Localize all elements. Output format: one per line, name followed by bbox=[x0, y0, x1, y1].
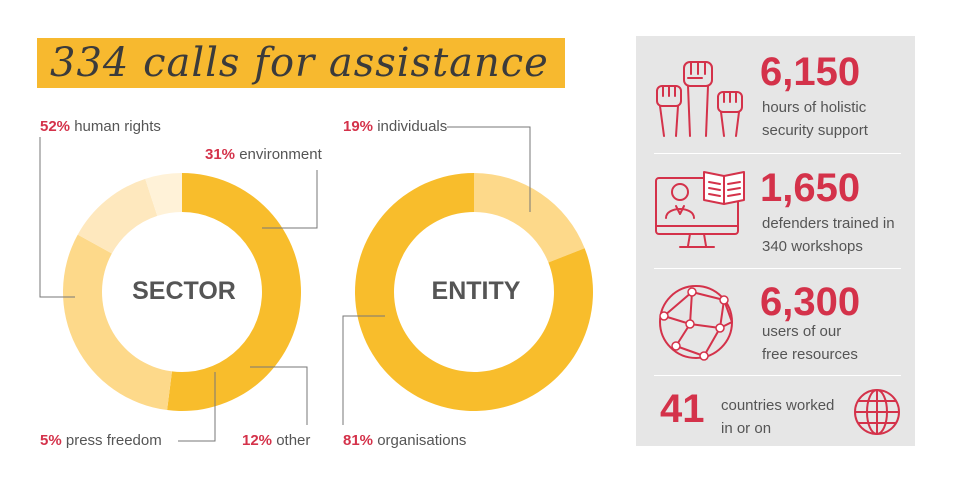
network-globe-icon bbox=[659, 285, 733, 361]
leader-line-press-freedom bbox=[178, 372, 216, 442]
stat-description: countries worked in or on bbox=[721, 394, 834, 440]
entity-donut bbox=[354, 173, 593, 412]
divider bbox=[654, 268, 901, 269]
sector-center-label: SECTOR bbox=[132, 277, 236, 305]
donut-slice-human-rights bbox=[167, 173, 301, 411]
stats-panel bbox=[636, 36, 915, 446]
label-organisations: 81% organisations bbox=[343, 432, 466, 449]
leader-line-other bbox=[250, 366, 308, 425]
label-pct: 5% bbox=[40, 432, 62, 449]
stat-number: 6,300 bbox=[760, 280, 861, 324]
stat-line: countries worked bbox=[721, 397, 835, 414]
stat-line: users of our bbox=[762, 323, 842, 340]
stat-line: free resources bbox=[762, 346, 858, 363]
sector-donut bbox=[62, 173, 301, 411]
stat-description: users of our free resources bbox=[762, 320, 858, 366]
donut-charts bbox=[39, 126, 593, 442]
label-text: organisations bbox=[377, 432, 467, 449]
online-training-icon bbox=[655, 171, 745, 248]
leader-lines bbox=[39, 126, 531, 442]
leader-line-environment bbox=[262, 170, 318, 229]
stat-number: 6,150 bbox=[760, 50, 861, 94]
leader-line-individuals bbox=[447, 126, 531, 212]
stat-line: in or on bbox=[721, 420, 772, 437]
label-pct: 31% bbox=[205, 146, 236, 163]
page-title: 334 calls for assistance bbox=[50, 40, 549, 86]
label-pct: 52% bbox=[40, 118, 71, 135]
donut-slice-other bbox=[77, 178, 158, 254]
donut-slice-press-freedom bbox=[145, 173, 182, 216]
label-text: individuals bbox=[377, 118, 448, 135]
label-text: other bbox=[276, 432, 311, 449]
leader-line-organisations bbox=[342, 315, 385, 425]
label-other: 12% other bbox=[242, 432, 310, 449]
stat-number: 41 bbox=[660, 387, 705, 431]
donut-slice-individuals bbox=[474, 173, 585, 263]
globe-icon bbox=[854, 389, 900, 435]
label-human-rights: 52% human rights bbox=[40, 118, 161, 135]
label-pct: 19% bbox=[343, 118, 374, 135]
entity-center-label: ENTITY bbox=[431, 277, 521, 305]
stat-line: security support bbox=[762, 122, 868, 139]
label-environment: 31% environment bbox=[205, 146, 322, 163]
title-band bbox=[37, 38, 565, 88]
stat-line: 340 workshops bbox=[762, 238, 863, 255]
label-text: environment bbox=[239, 146, 322, 163]
stat-line: defenders trained in bbox=[762, 215, 895, 232]
stat-description: hours of holistic security support bbox=[762, 96, 868, 142]
stat-description: defenders trained in 340 workshops bbox=[762, 212, 895, 258]
stat-line: hours of holistic bbox=[762, 99, 867, 116]
raised-fists-icon bbox=[656, 61, 743, 137]
donut-slice-organisations bbox=[354, 173, 593, 412]
label-press-freedom: 5% press freedom bbox=[40, 432, 162, 449]
stat-number: 1,650 bbox=[760, 166, 861, 210]
label-individuals: 19% individuals bbox=[343, 118, 447, 135]
label-text: human rights bbox=[74, 118, 161, 135]
label-text: press freedom bbox=[65, 432, 162, 449]
divider bbox=[654, 375, 901, 376]
leader-line-human-rights bbox=[39, 137, 75, 298]
donut-slice-environment bbox=[62, 234, 172, 411]
divider bbox=[654, 153, 901, 154]
label-pct: 12% bbox=[242, 432, 273, 449]
label-pct: 81% bbox=[343, 432, 374, 449]
